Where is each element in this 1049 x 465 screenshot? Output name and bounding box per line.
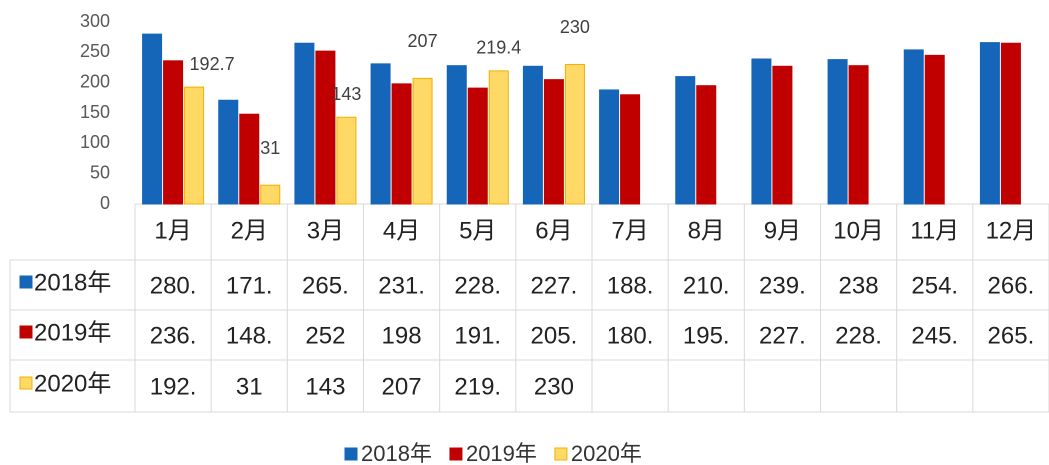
- x-tick-label: 10月: [833, 217, 884, 244]
- bar: [446, 65, 467, 205]
- legend-swatch: [449, 447, 463, 461]
- y-tick-label: 0: [100, 193, 110, 213]
- table-cell: 171.: [226, 272, 273, 299]
- y-tick-label: 300: [80, 11, 110, 31]
- bar: [543, 79, 564, 205]
- table-cell: 180.: [607, 322, 654, 349]
- table-cell: 230: [534, 373, 574, 400]
- x-tick-label: 1月: [154, 217, 191, 244]
- legend-swatch: [19, 376, 33, 390]
- bar: [827, 59, 848, 205]
- bar: [924, 54, 945, 205]
- bar: [260, 184, 281, 205]
- bar: [620, 94, 641, 205]
- x-tick-label: 12月: [986, 217, 1037, 244]
- bar: [467, 87, 488, 205]
- table-cell: 236.: [150, 322, 197, 349]
- table-cell: 265.: [988, 322, 1035, 349]
- y-tick-label: 100: [80, 132, 110, 152]
- table-cell: 252: [305, 322, 345, 349]
- data-label: 31: [260, 138, 280, 158]
- x-tick-label: 6月: [535, 217, 572, 244]
- table-cell: 191.: [454, 322, 501, 349]
- table-cell: 254.: [911, 272, 958, 299]
- y-tick-label: 200: [80, 71, 110, 91]
- table-cell: 219.: [454, 373, 501, 400]
- x-tick-label: 9月: [764, 217, 801, 244]
- bar: [488, 70, 509, 205]
- bar: [315, 50, 336, 205]
- data-label: 143: [331, 84, 361, 104]
- bar: [412, 77, 433, 205]
- table-row-label: 2018年: [34, 269, 111, 296]
- table-cell: 198: [382, 322, 422, 349]
- x-tick-label: 5月: [459, 217, 496, 244]
- x-tick-label: 7月: [611, 217, 648, 244]
- bar: [903, 49, 924, 205]
- x-tick-label: 2月: [231, 217, 268, 244]
- bar: [391, 83, 412, 205]
- bar: [218, 99, 239, 205]
- bar: [163, 60, 184, 205]
- y-tick-label: 250: [80, 41, 110, 61]
- legend-swatch: [19, 325, 33, 339]
- table-cell: 228.: [835, 322, 882, 349]
- table-cell: 195.: [683, 322, 730, 349]
- bar: [599, 89, 620, 205]
- legend-label: 2018年: [361, 441, 432, 465]
- table-cell: 238: [839, 272, 879, 299]
- table-cell: 188.: [607, 272, 654, 299]
- bar: [772, 65, 793, 205]
- table-cell: 31: [236, 373, 263, 400]
- legend-swatch: [554, 447, 568, 461]
- table-cell: 148.: [226, 322, 273, 349]
- bar: [522, 65, 543, 205]
- bar: [979, 42, 1000, 205]
- bar: [294, 42, 315, 205]
- data-label: 219.4: [476, 38, 521, 58]
- table-cell: 280.: [150, 272, 197, 299]
- bar: [751, 58, 772, 205]
- table-cell: 239.: [759, 272, 806, 299]
- legend-label: 2019年: [466, 441, 537, 465]
- table-cell: 266.: [988, 272, 1035, 299]
- table-row-label: 2020年: [34, 370, 111, 397]
- bar: [370, 63, 391, 205]
- bar: [1000, 42, 1021, 205]
- table-cell: 210.: [683, 272, 730, 299]
- x-tick-label: 8月: [688, 217, 725, 244]
- data-label: 207: [408, 31, 438, 51]
- table-cell: 227.: [759, 322, 806, 349]
- bar: [696, 85, 717, 205]
- table-cell: 143: [305, 373, 345, 400]
- bar: [184, 86, 205, 205]
- bar: [336, 116, 357, 205]
- bar: [848, 65, 869, 205]
- data-label: 192.7: [190, 54, 235, 74]
- legend-swatch: [344, 447, 358, 461]
- legend-label: 2020年: [571, 441, 642, 465]
- y-tick-label: 150: [80, 102, 110, 122]
- table-cell: 245.: [911, 322, 958, 349]
- x-tick-label: 4月: [383, 217, 420, 244]
- table-cell: 207: [382, 373, 422, 400]
- x-tick-label: 3月: [307, 217, 344, 244]
- x-tick-label: 11月: [910, 217, 959, 244]
- table-cell: 228.: [454, 272, 501, 299]
- bar: [564, 63, 585, 205]
- table-cell: 231.: [378, 272, 425, 299]
- bar: [142, 33, 163, 205]
- table-cell: 192.: [150, 373, 197, 400]
- y-tick-label: 50: [90, 162, 110, 182]
- table-cell: 227.: [531, 272, 578, 299]
- bar: [675, 76, 696, 205]
- data-label: 230: [560, 17, 590, 37]
- table-cell: 205.: [531, 322, 578, 349]
- table-cell: 265.: [302, 272, 349, 299]
- bar: [239, 113, 260, 205]
- legend-swatch: [19, 275, 33, 289]
- table-row-label: 2019年: [34, 319, 111, 346]
